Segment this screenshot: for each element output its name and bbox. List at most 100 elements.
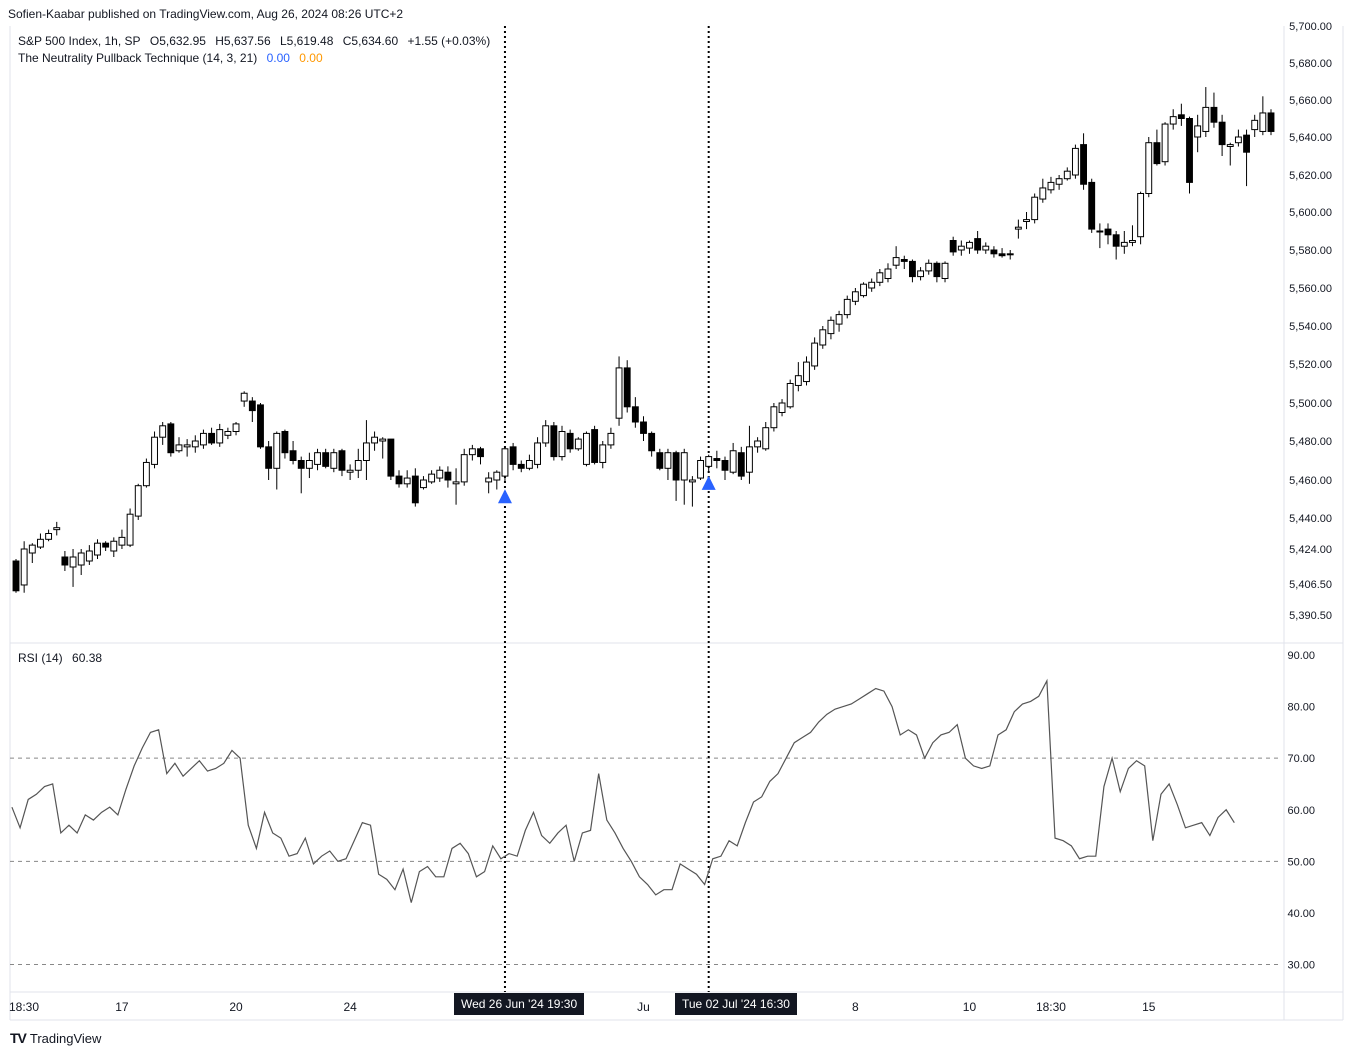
candle-body — [142, 461, 150, 487]
candle-body — [1259, 112, 1267, 132]
candle-body — [1006, 253, 1014, 256]
price-tick-label: 5,424.00 — [1289, 544, 1332, 556]
rsi-tick-label: 50.00 — [1287, 856, 1315, 868]
candle-body — [468, 448, 476, 456]
candle-body — [1071, 147, 1079, 176]
candle-body — [550, 425, 558, 458]
candle-body — [1023, 219, 1030, 223]
candle-body — [737, 452, 745, 477]
candle-body — [1014, 226, 1022, 230]
candle-body — [631, 406, 639, 423]
candle-body — [517, 463, 525, 469]
candle-body — [191, 440, 199, 448]
candle-body — [746, 446, 753, 473]
candle-body — [843, 298, 851, 316]
candle-body — [615, 367, 623, 419]
candle-body — [794, 375, 802, 386]
publisher-line: Sofien-Kaabar published on TradingView.c… — [8, 7, 404, 21]
candle-body — [754, 440, 762, 448]
candle-body — [917, 270, 925, 278]
candle-body — [477, 448, 484, 458]
candle-body — [697, 460, 704, 479]
candle-body — [330, 452, 338, 469]
date-badge-2: Tue 02 Jul '24 16:30 — [675, 993, 797, 1015]
candle-body — [1243, 134, 1250, 153]
candle-body — [428, 473, 436, 483]
candle-body — [126, 513, 134, 546]
candle-body — [53, 527, 61, 531]
candle-body — [966, 241, 973, 249]
rsi-tick-label: 90.00 — [1287, 650, 1315, 662]
candle-body — [1161, 123, 1169, 163]
candle-body — [591, 429, 599, 463]
candle-body — [61, 556, 69, 566]
rsi-tick-label: 70.00 — [1287, 753, 1315, 765]
candle-body — [403, 477, 411, 485]
candle-body — [1194, 125, 1202, 138]
price-tick-label: 5,600.00 — [1289, 207, 1332, 219]
price-tick-label: 5,640.00 — [1289, 132, 1332, 144]
candle-body — [110, 540, 118, 552]
candle-body — [200, 432, 207, 446]
time-tick-label: 20 — [229, 1000, 243, 1014]
candle-body — [69, 556, 77, 568]
candle-body — [1047, 181, 1055, 191]
rsi-line — [11, 678, 1235, 903]
candle-body — [183, 444, 191, 448]
candle-body — [224, 431, 232, 436]
candle-body — [957, 245, 965, 251]
price-tick-label: 5,620.00 — [1289, 170, 1332, 182]
date-badge-1: Wed 26 Jun '24 19:30 — [454, 993, 585, 1015]
rsi-label: RSI (14) — [18, 651, 63, 665]
candle-body — [1218, 121, 1226, 146]
time-tick-label: 10 — [963, 1000, 977, 1014]
candle-body — [257, 404, 264, 448]
candle-body — [175, 444, 183, 452]
candle-body — [1145, 142, 1153, 194]
candle-body — [1177, 114, 1185, 120]
candle-body — [1120, 241, 1128, 247]
time-tick-label: 15 — [1142, 1000, 1156, 1014]
time-tick-label: 24 — [343, 1000, 357, 1014]
candle-body — [762, 427, 770, 450]
candle-body — [1055, 178, 1063, 185]
candle-body — [713, 458, 721, 461]
candle-body — [1153, 142, 1161, 165]
price-tick-label: 5,460.00 — [1289, 475, 1332, 487]
close-value: C5,634.60 — [342, 34, 399, 48]
candle-body — [395, 475, 403, 485]
candle-body — [680, 452, 688, 481]
price-tick-label: 5,390.50 — [1289, 610, 1332, 622]
candle-body — [835, 314, 843, 325]
candle-body — [974, 238, 982, 251]
candle-body — [1129, 240, 1136, 243]
candle-body — [338, 450, 346, 471]
footer-brand[interactable]: TV TradingView — [10, 1030, 101, 1046]
candle-body — [1137, 193, 1145, 238]
candle-body — [28, 544, 36, 554]
candle-body — [460, 454, 468, 483]
candle-body — [37, 538, 44, 548]
time-tick-label: 18:30 — [1036, 1000, 1066, 1014]
candle-body — [534, 442, 541, 465]
rsi-tick-label: 80.00 — [1287, 702, 1315, 714]
indicator-value-1: 0.00 — [266, 51, 290, 65]
candle-body — [868, 281, 876, 289]
time-tick-label: 8 — [852, 1000, 859, 1014]
bullish-signal-triangle-icon — [701, 475, 716, 490]
indicator-legend: The Neutrality Pullback Technique (14, 3… — [18, 51, 329, 65]
candle-body — [45, 533, 53, 540]
candle-body — [1104, 228, 1112, 236]
price-tick-label: 5,406.50 — [1289, 579, 1332, 591]
candle-body — [436, 469, 444, 479]
candle-body — [542, 425, 550, 444]
candle-body — [289, 450, 297, 461]
candle-body — [729, 450, 737, 473]
candle-body — [827, 319, 835, 335]
candle-body — [1063, 170, 1071, 180]
candle-body — [884, 268, 892, 279]
candle-body — [501, 448, 509, 477]
open-value: O5,632.95 — [149, 34, 206, 48]
